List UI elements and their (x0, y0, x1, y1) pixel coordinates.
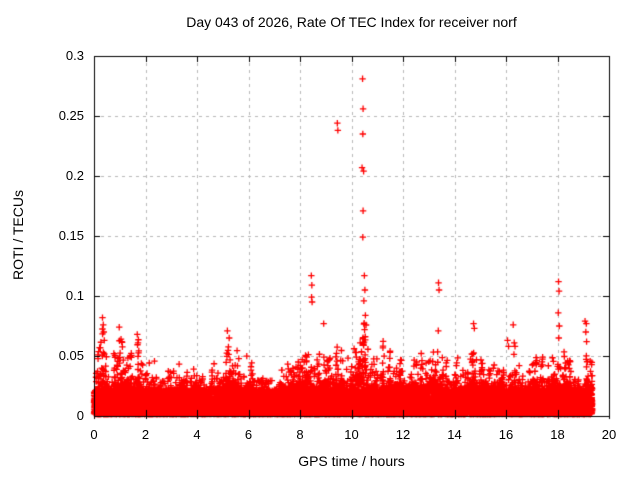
x-axis-label: GPS time / hours (298, 453, 405, 469)
chart-title: Day 043 of 2026, Rate Of TEC Index for r… (186, 14, 517, 30)
x-tick-label: 14 (447, 427, 462, 442)
y-tick-label: 0.1 (65, 288, 84, 303)
x-tick-label: 0 (90, 427, 98, 442)
x-tick-label: 18 (550, 427, 565, 442)
x-tick-label: 6 (244, 427, 253, 442)
x-tick-label: 10 (344, 427, 359, 442)
y-tick-label: 0.2 (65, 168, 84, 183)
y-tick-label: 0.05 (58, 348, 84, 363)
x-tick-label: 20 (601, 427, 617, 442)
y-tick-label: 0.25 (58, 108, 84, 123)
x-tick-label: 12 (395, 427, 411, 442)
x-tick-label: 16 (498, 427, 514, 442)
x-tick-label: 2 (141, 427, 150, 442)
y-tick-label: 0.15 (58, 228, 84, 243)
y-tick-label: 0 (76, 408, 84, 423)
x-tick-label: 4 (193, 427, 201, 442)
x-tick-label: 8 (296, 427, 304, 442)
y-tick-label: 0.3 (65, 48, 84, 63)
